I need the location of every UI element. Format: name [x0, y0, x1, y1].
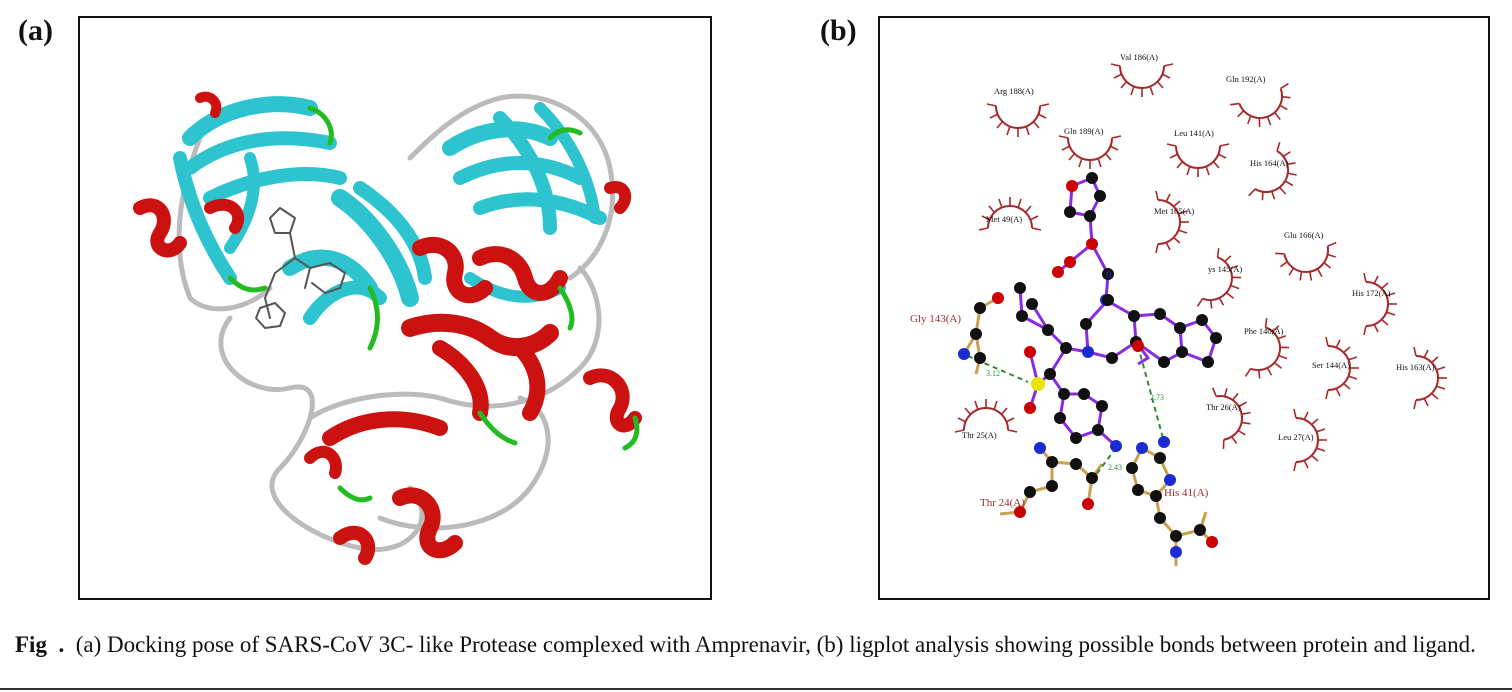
residue-label-his41: His 41(A) — [1164, 487, 1209, 499]
residue-label: His 164(A) — [1250, 158, 1289, 168]
residue-label: His 163(A) — [1396, 362, 1435, 372]
docking-pose-figure — [78, 16, 712, 600]
residue-label: Leu 27(A) — [1278, 432, 1314, 442]
residue-label: Phe 140(A) — [1244, 326, 1284, 336]
residue-label: Leu 141(A) — [1174, 128, 1214, 138]
residue-label: Thr 26(A) — [1206, 402, 1241, 412]
figure-caption: Fig . (a) Docking pose of SARS-CoV 3C- l… — [15, 630, 1485, 660]
residue-label: Glu 166(A) — [1284, 230, 1324, 240]
caption-separator: . — [58, 632, 65, 657]
residue-label: Arg 188(A) — [994, 86, 1034, 96]
residue-label: Thr 25(A) — [962, 430, 997, 440]
bottom-rule — [0, 688, 1512, 690]
residue-label: Gln 189(A) — [1064, 126, 1104, 136]
residue-label: Ser 144(A) — [1312, 360, 1350, 370]
residue-label: Val 186(A) — [1120, 52, 1158, 62]
residue-label: Met 49(A) — [986, 214, 1022, 224]
residue-labels: Val 186(A) Arg 188(A) Gln 192(A) Gln 189(A)… — [962, 52, 1435, 442]
caption-prefix: Fig — [15, 632, 47, 657]
residue-label-gly143: Gly 143(A) — [910, 313, 961, 325]
hbond-distance-3: 2.43 — [1108, 463, 1122, 472]
protein-ribbon-image — [133, 91, 642, 565]
ligand-bonds — [1018, 176, 1218, 448]
ligand-center-label: 0 — [1106, 269, 1112, 281]
residue-label-thr24: Thr 24(A) — [980, 497, 1025, 509]
residue-label: His 172(A) — [1352, 288, 1391, 298]
residue-label: Gln 192(A) — [1226, 74, 1266, 84]
hbond-distance-2: 2.73 — [1150, 393, 1164, 402]
ligand-atoms — [958, 172, 1222, 558]
hbond-distance-1: 3.12 — [986, 369, 1000, 378]
ligplot-diagram: Val 186(A) Arg 188(A) Gln 192(A) Gln 189(A)… — [910, 52, 1448, 566]
panel-b-label: (b) — [820, 14, 857, 47]
ligplot-figure: Val 186(A) Arg 188(A) Gln 192(A) Gln 189(A)… — [878, 16, 1490, 600]
caption-text: (a) Docking pose of SARS-CoV 3C- like Pr… — [75, 632, 1476, 657]
panel-a-label: (a) — [18, 14, 53, 47]
residue-label: ys 145(A) — [1208, 264, 1242, 274]
residue-label: Met 165(A) — [1154, 206, 1195, 216]
